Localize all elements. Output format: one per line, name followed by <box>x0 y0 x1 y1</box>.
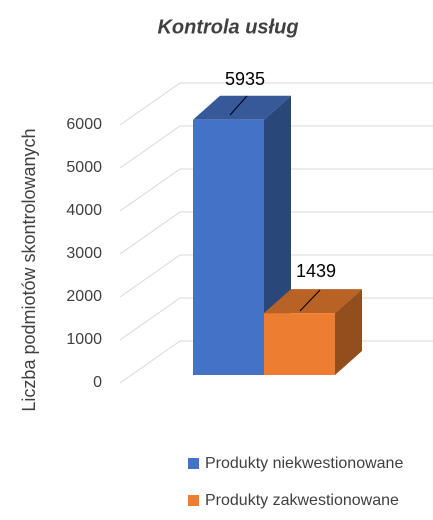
y-tick-label: 6000 <box>66 116 102 133</box>
legend-swatch <box>188 458 199 469</box>
y-tick-label: 3000 <box>66 245 102 262</box>
legend-label: Produkty niekwestionowane <box>205 455 403 472</box>
bar-side <box>335 289 362 375</box>
chart-title: Kontrola usług <box>157 16 298 38</box>
data-label: 1439 <box>296 261 336 281</box>
data-label: 5935 <box>225 69 265 89</box>
leader-line <box>299 289 321 312</box>
y-tick-label: 1000 <box>66 331 102 348</box>
y-axis-label: Liczba podmiotów skontrolowanych <box>19 128 39 411</box>
legend-label: Produkty zakwestionowane <box>205 492 399 509</box>
bar-top <box>264 289 362 314</box>
bar-top <box>193 95 291 120</box>
y-tick-label: 5000 <box>66 159 102 176</box>
grid-line <box>119 125 433 169</box>
grid-line <box>119 168 433 212</box>
y-tick-label: 2000 <box>66 288 102 305</box>
grid-line <box>119 254 433 298</box>
legend-swatch <box>188 495 199 506</box>
bar <box>193 119 264 375</box>
bar <box>264 313 335 375</box>
y-tick-label: 4000 <box>66 202 102 219</box>
y-tick-label: 0 <box>93 374 102 391</box>
grid-line <box>119 82 433 126</box>
grid-line <box>119 211 433 255</box>
leader-line <box>229 95 248 116</box>
